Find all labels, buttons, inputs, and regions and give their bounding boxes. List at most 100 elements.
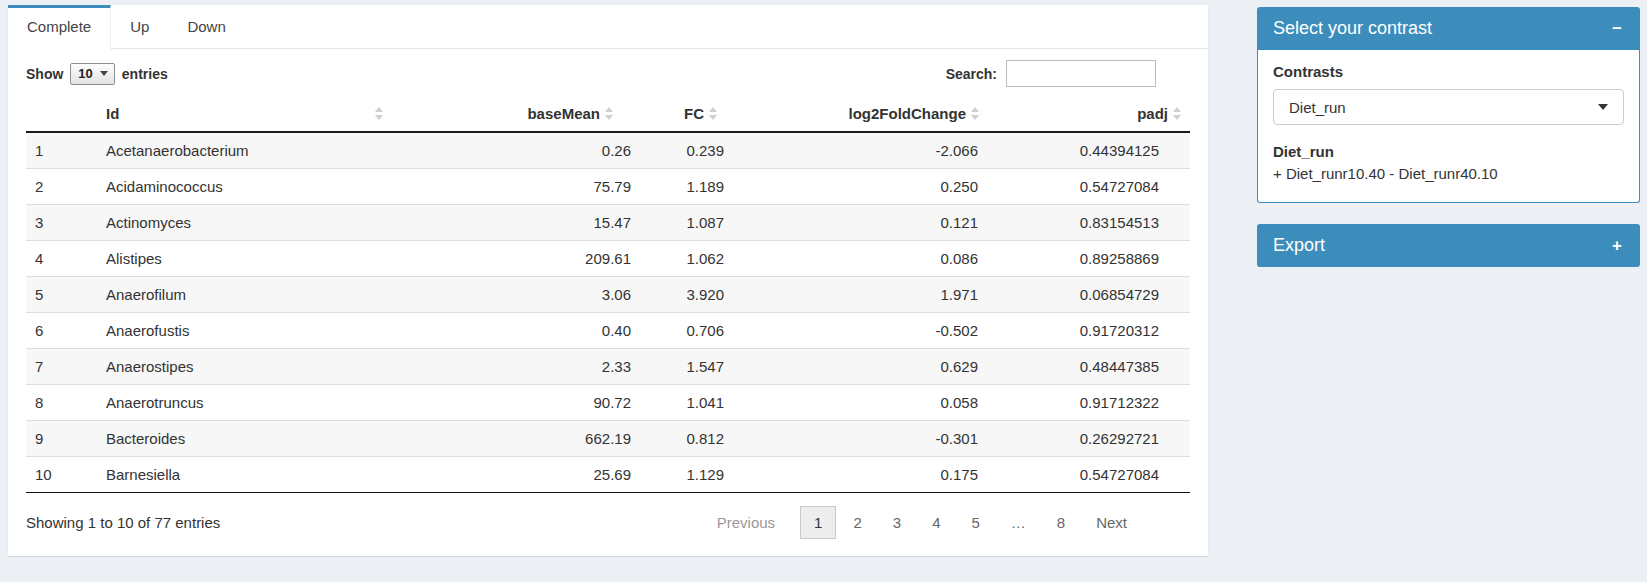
table-cell: 1.129	[641, 457, 751, 493]
table-cell: 1.971	[751, 277, 1011, 313]
table-row[interactable]: 3Actinomyces15.471.0870.1210.83154513	[26, 205, 1190, 241]
sort-icon	[971, 107, 980, 120]
pagination-previous[interactable]: Previous	[703, 506, 789, 539]
table-cell: 3.06	[416, 277, 641, 313]
table-cell: 0.54727084	[1011, 169, 1190, 205]
table-row[interactable]: 10Barnesiella25.691.1290.1750.54727084	[26, 457, 1190, 493]
table-cell: Actinomyces	[96, 205, 416, 241]
table-cell: Acetanaerobacterium	[96, 132, 416, 169]
table-cell: 1.041	[641, 385, 751, 421]
contrast-box-body: Contrasts Diet_run Diet_run + Diet_runr1…	[1257, 50, 1640, 203]
tab-down[interactable]: Down	[168, 5, 244, 48]
table-row[interactable]: 4Alistipes209.611.0620.0860.89258869	[26, 241, 1190, 277]
table-cell: 0.91712322	[1011, 385, 1190, 421]
row-index-cell: 7	[26, 349, 96, 385]
row-index-cell: 8	[26, 385, 96, 421]
table-cell: 1.547	[641, 349, 751, 385]
pagination-page-2[interactable]: 2	[839, 506, 875, 539]
table-controls: Show 10 entries Search:	[8, 49, 1208, 91]
table-cell: Bacteroides	[96, 421, 416, 457]
contrast-box: Select your contrast − Contrasts Diet_ru…	[1257, 7, 1640, 203]
column-label: log2FoldChange	[849, 105, 967, 122]
table-cell: 0.89258869	[1011, 241, 1190, 277]
entries-select[interactable]: 10	[70, 63, 114, 85]
search-control: Search:	[946, 60, 1156, 87]
pagination-page-3[interactable]: 3	[879, 506, 915, 539]
column-label: FC	[684, 105, 704, 122]
pagination-next[interactable]: Next	[1082, 506, 1141, 539]
contrasts-field-label: Contrasts	[1273, 63, 1624, 80]
chevron-down-icon	[1598, 104, 1608, 110]
table-cell: Anaerofilum	[96, 277, 416, 313]
collapse-minus-icon[interactable]: −	[1610, 16, 1624, 41]
table-cell: 1.189	[641, 169, 751, 205]
results-table: Id baseMean FC	[26, 97, 1190, 493]
table-cell: 0.629	[751, 349, 1011, 385]
column-header-log2foldchange[interactable]: log2FoldChange	[751, 97, 1011, 132]
column-header-basemean[interactable]: baseMean	[416, 97, 641, 132]
pagination: Previous 12345…8Next	[700, 506, 1141, 539]
table-cell: 0.175	[751, 457, 1011, 493]
show-label: Show	[26, 66, 63, 82]
pagination-page-8[interactable]: 8	[1043, 506, 1079, 539]
sidebar: Select your contrast − Contrasts Diet_ru…	[1257, 7, 1640, 288]
collapse-plus-icon[interactable]: +	[1610, 233, 1624, 258]
contrast-detail-name: Diet_run	[1273, 141, 1624, 163]
table-row[interactable]: 6Anaerofustis0.400.706-0.5020.91720312	[26, 313, 1190, 349]
table-row[interactable]: 8Anaerotruncus90.721.0410.0580.91712322	[26, 385, 1190, 421]
table-footer: Showing 1 to 10 of 77 entries Previous 12…	[8, 493, 1208, 539]
export-box-title: Export	[1273, 235, 1325, 256]
table-cell: Acidaminococcus	[96, 169, 416, 205]
search-input[interactable]	[1006, 60, 1156, 87]
pagination-page-5[interactable]: 5	[957, 506, 993, 539]
table-row[interactable]: 1Acetanaerobacterium0.260.239-2.0660.443…	[26, 132, 1190, 169]
row-index-cell: 2	[26, 169, 96, 205]
column-header-padj[interactable]: padj	[1011, 97, 1190, 132]
pagination-page-1[interactable]: 1	[800, 506, 836, 539]
table-body: 1Acetanaerobacterium0.260.239-2.0660.443…	[26, 132, 1190, 493]
tab-complete[interactable]: Complete	[8, 5, 111, 49]
sort-icon	[605, 107, 614, 120]
column-label: Id	[106, 105, 119, 122]
contrast-box-header: Select your contrast −	[1257, 7, 1640, 50]
table-header-row: Id baseMean FC	[26, 97, 1190, 132]
table-row[interactable]: 7Anaerostipes2.331.5470.6290.48447385	[26, 349, 1190, 385]
row-index-cell: 1	[26, 132, 96, 169]
pagination-page-4[interactable]: 4	[918, 506, 954, 539]
table-cell: 0.239	[641, 132, 751, 169]
sort-icon	[709, 107, 718, 120]
row-index-cell: 9	[26, 421, 96, 457]
entries-select-value: 10	[78, 66, 92, 81]
table-row[interactable]: 2Acidaminococcus75.791.1890.2500.5472708…	[26, 169, 1190, 205]
entries-label: entries	[122, 66, 168, 82]
table-cell: Alistipes	[96, 241, 416, 277]
table-cell: 0.058	[751, 385, 1011, 421]
contrast-detail: Diet_run + Diet_runr10.40 - Diet_runr40.…	[1273, 141, 1624, 185]
column-header-index	[26, 97, 96, 132]
pagination-ellipsis: …	[997, 506, 1040, 539]
row-index-cell: 3	[26, 205, 96, 241]
row-index-cell: 10	[26, 457, 96, 493]
table-cell: Anaerotruncus	[96, 385, 416, 421]
table-cell: Anaerostipes	[96, 349, 416, 385]
table-cell: 1.087	[641, 205, 751, 241]
results-panel: Complete Up Down Show 10 entries Search:	[8, 5, 1208, 556]
row-index-cell: 4	[26, 241, 96, 277]
contrasts-select[interactable]: Diet_run	[1273, 89, 1624, 125]
tab-up[interactable]: Up	[111, 5, 168, 48]
row-index-cell: 6	[26, 313, 96, 349]
table-cell: 0.83154513	[1011, 205, 1190, 241]
table-cell: 0.250	[751, 169, 1011, 205]
table-row[interactable]: 5Anaerofilum3.063.9201.9710.06854729	[26, 277, 1190, 313]
table-cell: Barnesiella	[96, 457, 416, 493]
entries-info: Showing 1 to 10 of 77 entries	[26, 514, 220, 531]
table-row[interactable]: 9Bacteroides662.190.812-0.3010.26292721	[26, 421, 1190, 457]
table-cell: Anaerofustis	[96, 313, 416, 349]
table-cell: 2.33	[416, 349, 641, 385]
table-cell: -0.301	[751, 421, 1011, 457]
column-header-fc[interactable]: FC	[641, 97, 751, 132]
search-label: Search:	[946, 66, 997, 82]
table-cell: 0.48447385	[1011, 349, 1190, 385]
column-header-id[interactable]: Id	[96, 97, 416, 132]
table-cell: 209.61	[416, 241, 641, 277]
